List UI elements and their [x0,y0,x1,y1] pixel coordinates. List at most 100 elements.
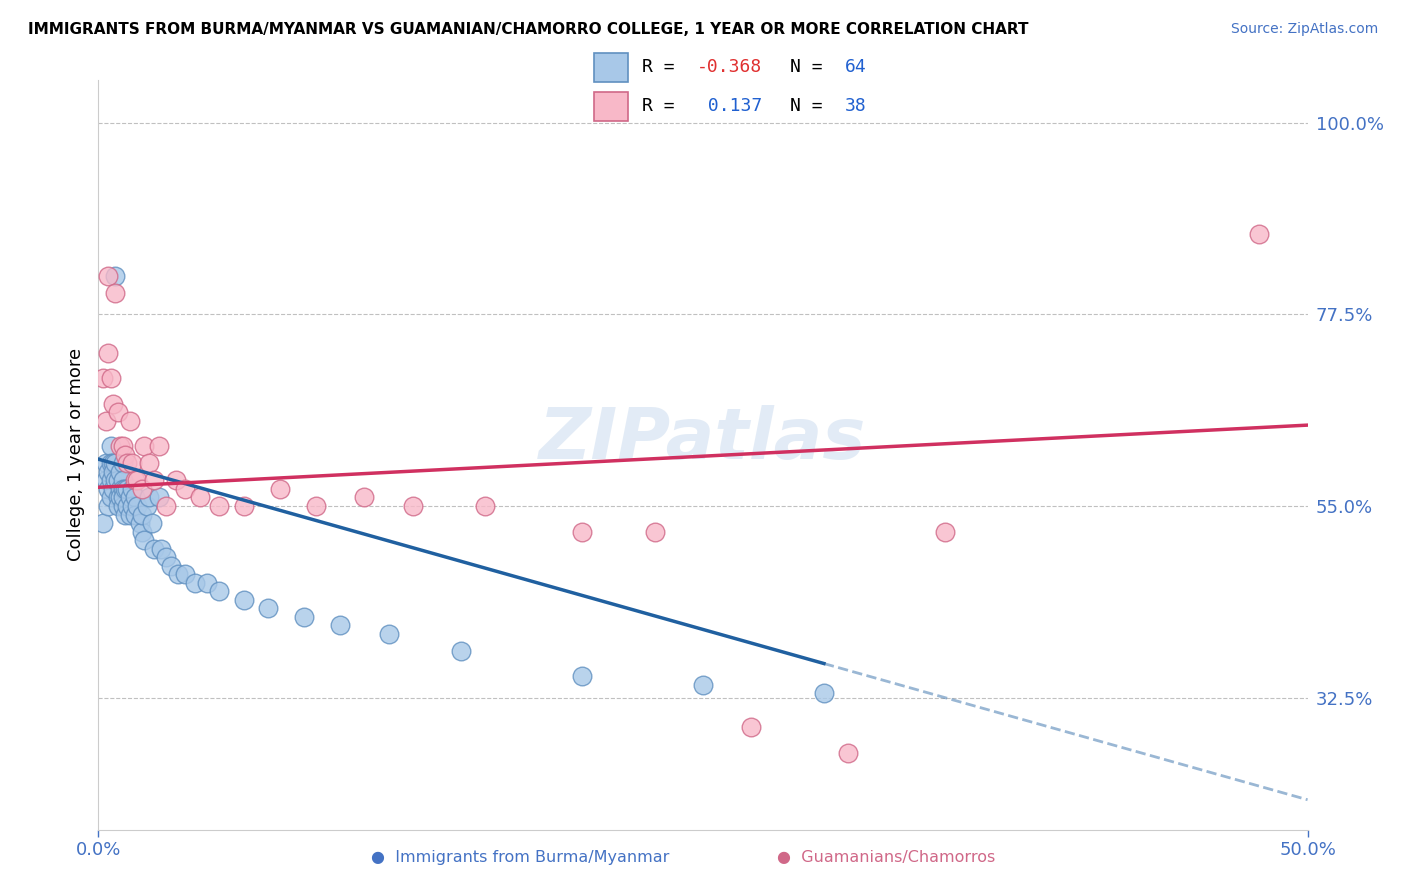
Point [353,491,375,505]
Point [474,499,496,513]
Point [97,269,120,284]
Point [174,482,197,496]
Point [104,474,127,488]
Point [118,491,141,505]
Point [143,474,166,488]
Point [644,524,666,539]
Point [165,474,187,488]
Point [232,499,254,513]
Point [101,457,124,471]
Text: N =: N = [790,59,834,77]
Point [150,541,173,556]
Point [184,575,207,590]
Point [108,465,131,479]
Point [97,345,120,359]
Point [141,516,163,530]
Point [813,686,835,700]
Point [155,499,177,513]
FancyBboxPatch shape [593,92,628,120]
Point [107,405,129,419]
Text: ZIPatlas: ZIPatlas [540,406,866,475]
Point [104,286,127,301]
Point [450,644,472,658]
Point [124,491,146,505]
Point [402,499,425,513]
Point [91,371,114,385]
Point [118,508,141,522]
Point [1249,227,1271,241]
Point [167,567,190,582]
Point [208,584,231,599]
Point [100,439,122,453]
Point [138,491,160,505]
Point [121,482,143,496]
Point [117,499,139,513]
Point [934,524,956,539]
Point [91,516,114,530]
Point [134,439,156,453]
Point [256,601,278,615]
FancyBboxPatch shape [593,54,628,82]
Point [692,678,714,692]
Point [740,720,762,734]
Point [97,465,120,479]
Point [118,414,141,428]
Point [117,482,139,496]
Point [114,482,136,496]
Point [104,457,127,471]
Point [107,491,129,505]
Point [111,491,134,505]
Text: Source: ZipAtlas.com: Source: ZipAtlas.com [1230,22,1378,37]
Point [101,465,124,479]
Point [188,491,211,505]
Point [155,550,177,565]
Point [94,474,117,488]
Point [111,482,134,496]
Point [111,474,134,488]
Point [114,448,136,462]
Point [101,397,124,411]
Text: 0.137: 0.137 [697,97,762,115]
Point [138,457,160,471]
Point [108,439,131,453]
Point [571,524,593,539]
Point [94,414,117,428]
Point [131,508,153,522]
Point [108,482,131,496]
Point [148,439,170,453]
Point [377,626,399,640]
Point [305,499,328,513]
Point [135,499,157,513]
Point [117,457,139,471]
Point [101,482,124,496]
Point [208,499,231,513]
Point [131,524,153,539]
Point [100,371,122,385]
Point [292,609,315,624]
Point [837,746,859,760]
Point [100,474,122,488]
Point [195,575,218,590]
Text: 38: 38 [845,97,868,115]
Point [108,491,131,505]
Point [131,482,153,496]
Point [107,474,129,488]
Point [127,474,149,488]
Text: R =: R = [643,97,686,115]
Point [269,482,291,496]
Point [148,491,170,505]
Point [97,499,120,513]
Text: IMMIGRANTS FROM BURMA/MYANMAR VS GUAMANIAN/CHAMORRO COLLEGE, 1 YEAR OR MORE CORR: IMMIGRANTS FROM BURMA/MYANMAR VS GUAMANI… [28,22,1029,37]
Point [571,669,593,683]
Point [160,558,183,573]
Point [143,541,166,556]
Point [134,533,156,547]
Text: 64: 64 [845,59,868,77]
Point [124,508,146,522]
Point [127,499,149,513]
Point [174,567,197,582]
Point [104,269,127,284]
Text: ●  Guamanians/Chamorros: ● Guamanians/Chamorros [776,850,995,865]
Text: R =: R = [643,59,686,77]
Point [124,474,146,488]
